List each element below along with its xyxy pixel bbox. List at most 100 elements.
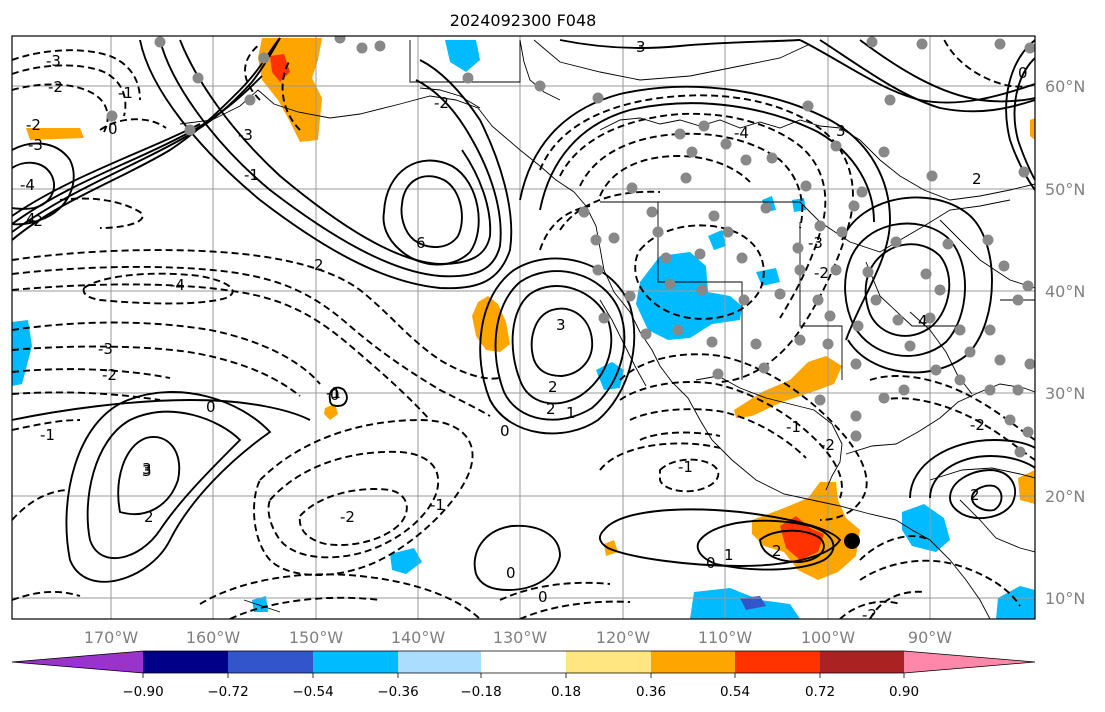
contour-label: -1 [430,496,445,514]
colorbar-swatch [735,651,820,673]
shade-eq-core [740,596,766,610]
contour-label: 3 [556,316,566,334]
colorbar-tick-label: −0.54 [292,684,333,700]
lon-label: 170°W [84,628,139,647]
contour-label: -1 [678,458,693,476]
contour-label: 3 [142,462,152,480]
contour-label: -4 [20,176,35,194]
colorbar-tick-label: −0.72 [207,684,248,700]
contour-label: -3 [98,340,113,358]
colorbar-swatch [566,651,651,673]
contour-label: 4 [918,312,928,330]
shade-gulf [734,356,842,418]
shade-alaska-core [270,54,290,82]
colorbar-tick-label: 0.18 [551,684,581,700]
contour-label: 0 [1018,64,1028,82]
map-frame [11,35,1036,620]
colorbar-swatch [313,651,398,673]
contour-label: 4 [26,210,36,228]
contour-labels: -3 -2 0 -1 -3 -2 -4 -2 -3 3 -1 0 -1 -2 6… [20,38,1028,624]
lon-label: 150°W [289,628,344,647]
colorbar-tick-label: 0.72 [805,684,835,700]
contour-label: -2 [28,212,43,230]
contour-label: -2 [26,116,41,134]
contour-label: -2 [862,606,877,624]
lon-label: 160°W [186,628,241,647]
contour-label: -3 [28,136,43,154]
contour-label: -2 [970,416,985,434]
colorbar: −0.90 −0.72 −0.54 −0.36 −0.18 0.18 0.36 … [11,650,1036,700]
lon-label: 110°W [698,628,753,647]
contour-label: -2 [102,366,117,384]
contour-label: -1 [786,418,801,436]
colorbar-tick-label: 0.90 [889,684,919,700]
lat-label: 20°N [1045,487,1085,506]
contour-label: 2 [144,508,154,526]
contour-label: -3 [238,126,253,144]
colorbar-swatch [820,651,904,673]
colorbar-swatch [143,651,228,673]
contour-label: -3 [808,234,823,252]
latitude-labels: 60°N 50°N 40°N 30°N 20°N 10°N [1045,77,1085,608]
lat-label: 30°N [1045,384,1085,403]
colorbar-swatch [904,651,1035,673]
contour-label: -1 [40,426,55,444]
contour-label: 0 [108,120,118,138]
figure-title: 2024092300 F048 [450,11,597,30]
colorbar-tick-label: −0.18 [460,684,501,700]
colorbar-swatch [228,651,313,673]
lon-label: 120°W [596,628,651,647]
contour-label: 0 [506,564,516,582]
shade-small-pacific-2 [604,540,618,556]
contour-label: 2 [970,486,980,504]
contour-label: 0 [538,588,548,606]
shade-hawaii-west [12,320,32,386]
lat-label: 10°N [1045,589,1085,608]
colorbar-tick-label: −0.36 [377,684,418,700]
coastlines [179,39,1035,619]
lon-label: 140°W [391,628,446,647]
longitude-labels: 170°W 160°W 150°W 140°W 130°W 120°W 110°… [84,628,952,647]
positive-shading [26,38,1035,580]
colorbar-tick-label: 0.36 [636,684,666,700]
contour-label: 1 [724,546,734,564]
shade-caribbean-se [996,586,1035,619]
colorbar-swatch [398,651,481,673]
contour-label: 6 [416,234,426,252]
shade-north-pacific [26,128,84,140]
colorbar-tick-label: −0.90 [122,684,163,700]
lon-label: 90°W [908,628,952,647]
shade-canada-small [792,198,806,212]
contour-label: 0 [206,398,216,416]
contour-label: -3 [46,52,61,70]
contour-label: 0 [500,422,510,440]
shade-sw-pacific [390,548,422,574]
contour-label: 0 [330,386,340,404]
contour-label: 2 [314,256,324,274]
shade-rockies-2 [708,230,726,250]
shade-small-pacific [324,404,338,420]
contour-label: 0 [706,554,716,572]
contours [12,37,1035,591]
contour-label: -2 [814,264,829,282]
contour-label: -1 [244,166,259,184]
contour-label: -1 [326,384,341,402]
colorbar-tick-label: 0.54 [720,684,750,700]
map-panel: -3 -2 0 -1 -3 -2 -4 -2 -3 3 -1 0 -1 -2 6… [11,35,1036,624]
contour-label: -4 [734,124,749,142]
shade-bering [445,40,480,72]
contour-label: 2 [548,378,558,396]
contour-label: 3 [836,122,846,140]
shade-far-west-small [252,596,268,612]
lat-label: 60°N [1045,77,1085,96]
lon-label: 130°W [493,628,548,647]
contour-label: 3 [636,38,646,56]
colorbar-swatch [651,651,735,673]
lon-label: 100°W [801,628,856,647]
contour-label: 3 [142,460,152,478]
storm-center-marker [844,533,860,549]
station-markers [106,36,1035,458]
shade-mexico-core [780,516,824,560]
negative-shading [12,40,1035,619]
contour-label: -1 [118,84,133,102]
